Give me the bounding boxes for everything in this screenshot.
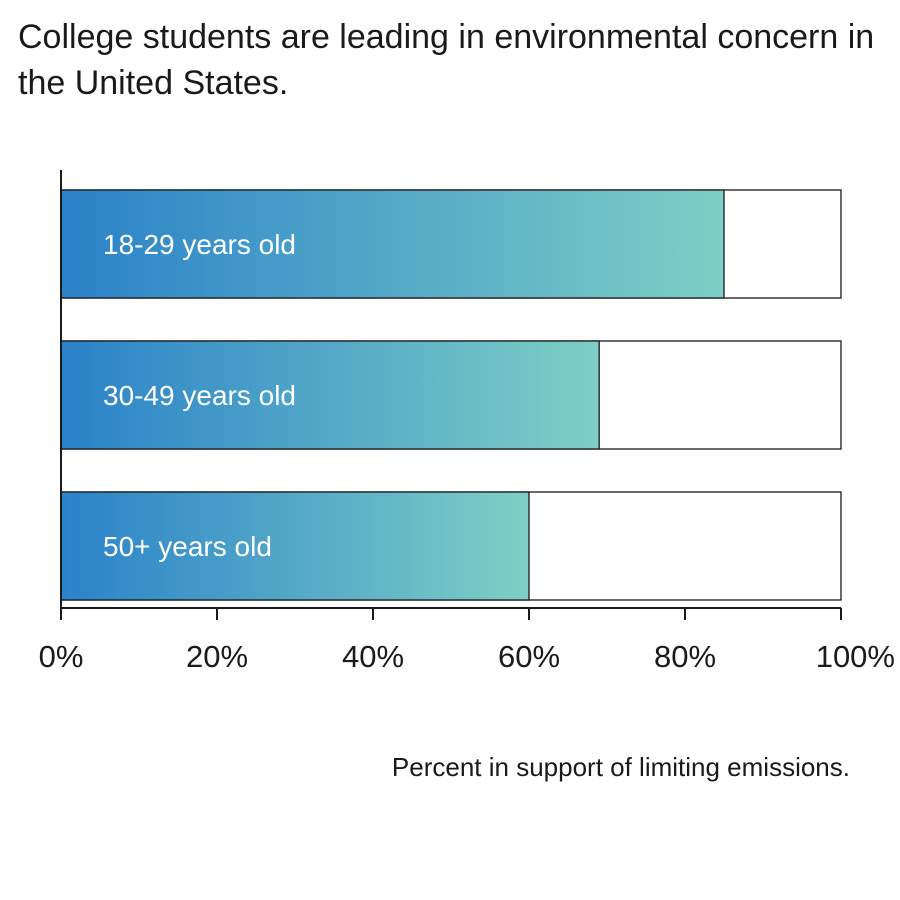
bar-3 [60,491,530,601]
x-tick-label-5: 100% [816,639,895,674]
bar-2 [60,340,600,450]
x-axis-label: Percent in support of limiting emissions… [391,752,850,782]
x-tick-label-3: 60% [498,639,560,674]
bar-label-2: 30-49 years old [103,380,296,411]
bar-label-1: 18-29 years old [103,229,296,260]
x-tick-label-2: 40% [342,639,404,674]
chart-title: College students are leading in environm… [18,18,875,102]
bar-label-3: 50+ years old [103,531,272,562]
x-tick-label-0: 0% [39,639,84,674]
x-axis: 0% 20% 40% 60% 80% 100% [39,170,895,674]
bars-layer: 18-29 years old 30-49 years old 50+ years … [60,189,842,601]
bar-1 [60,189,725,299]
x-tick-label-1: 20% [186,639,248,674]
x-tick-label-4: 80% [654,639,716,674]
